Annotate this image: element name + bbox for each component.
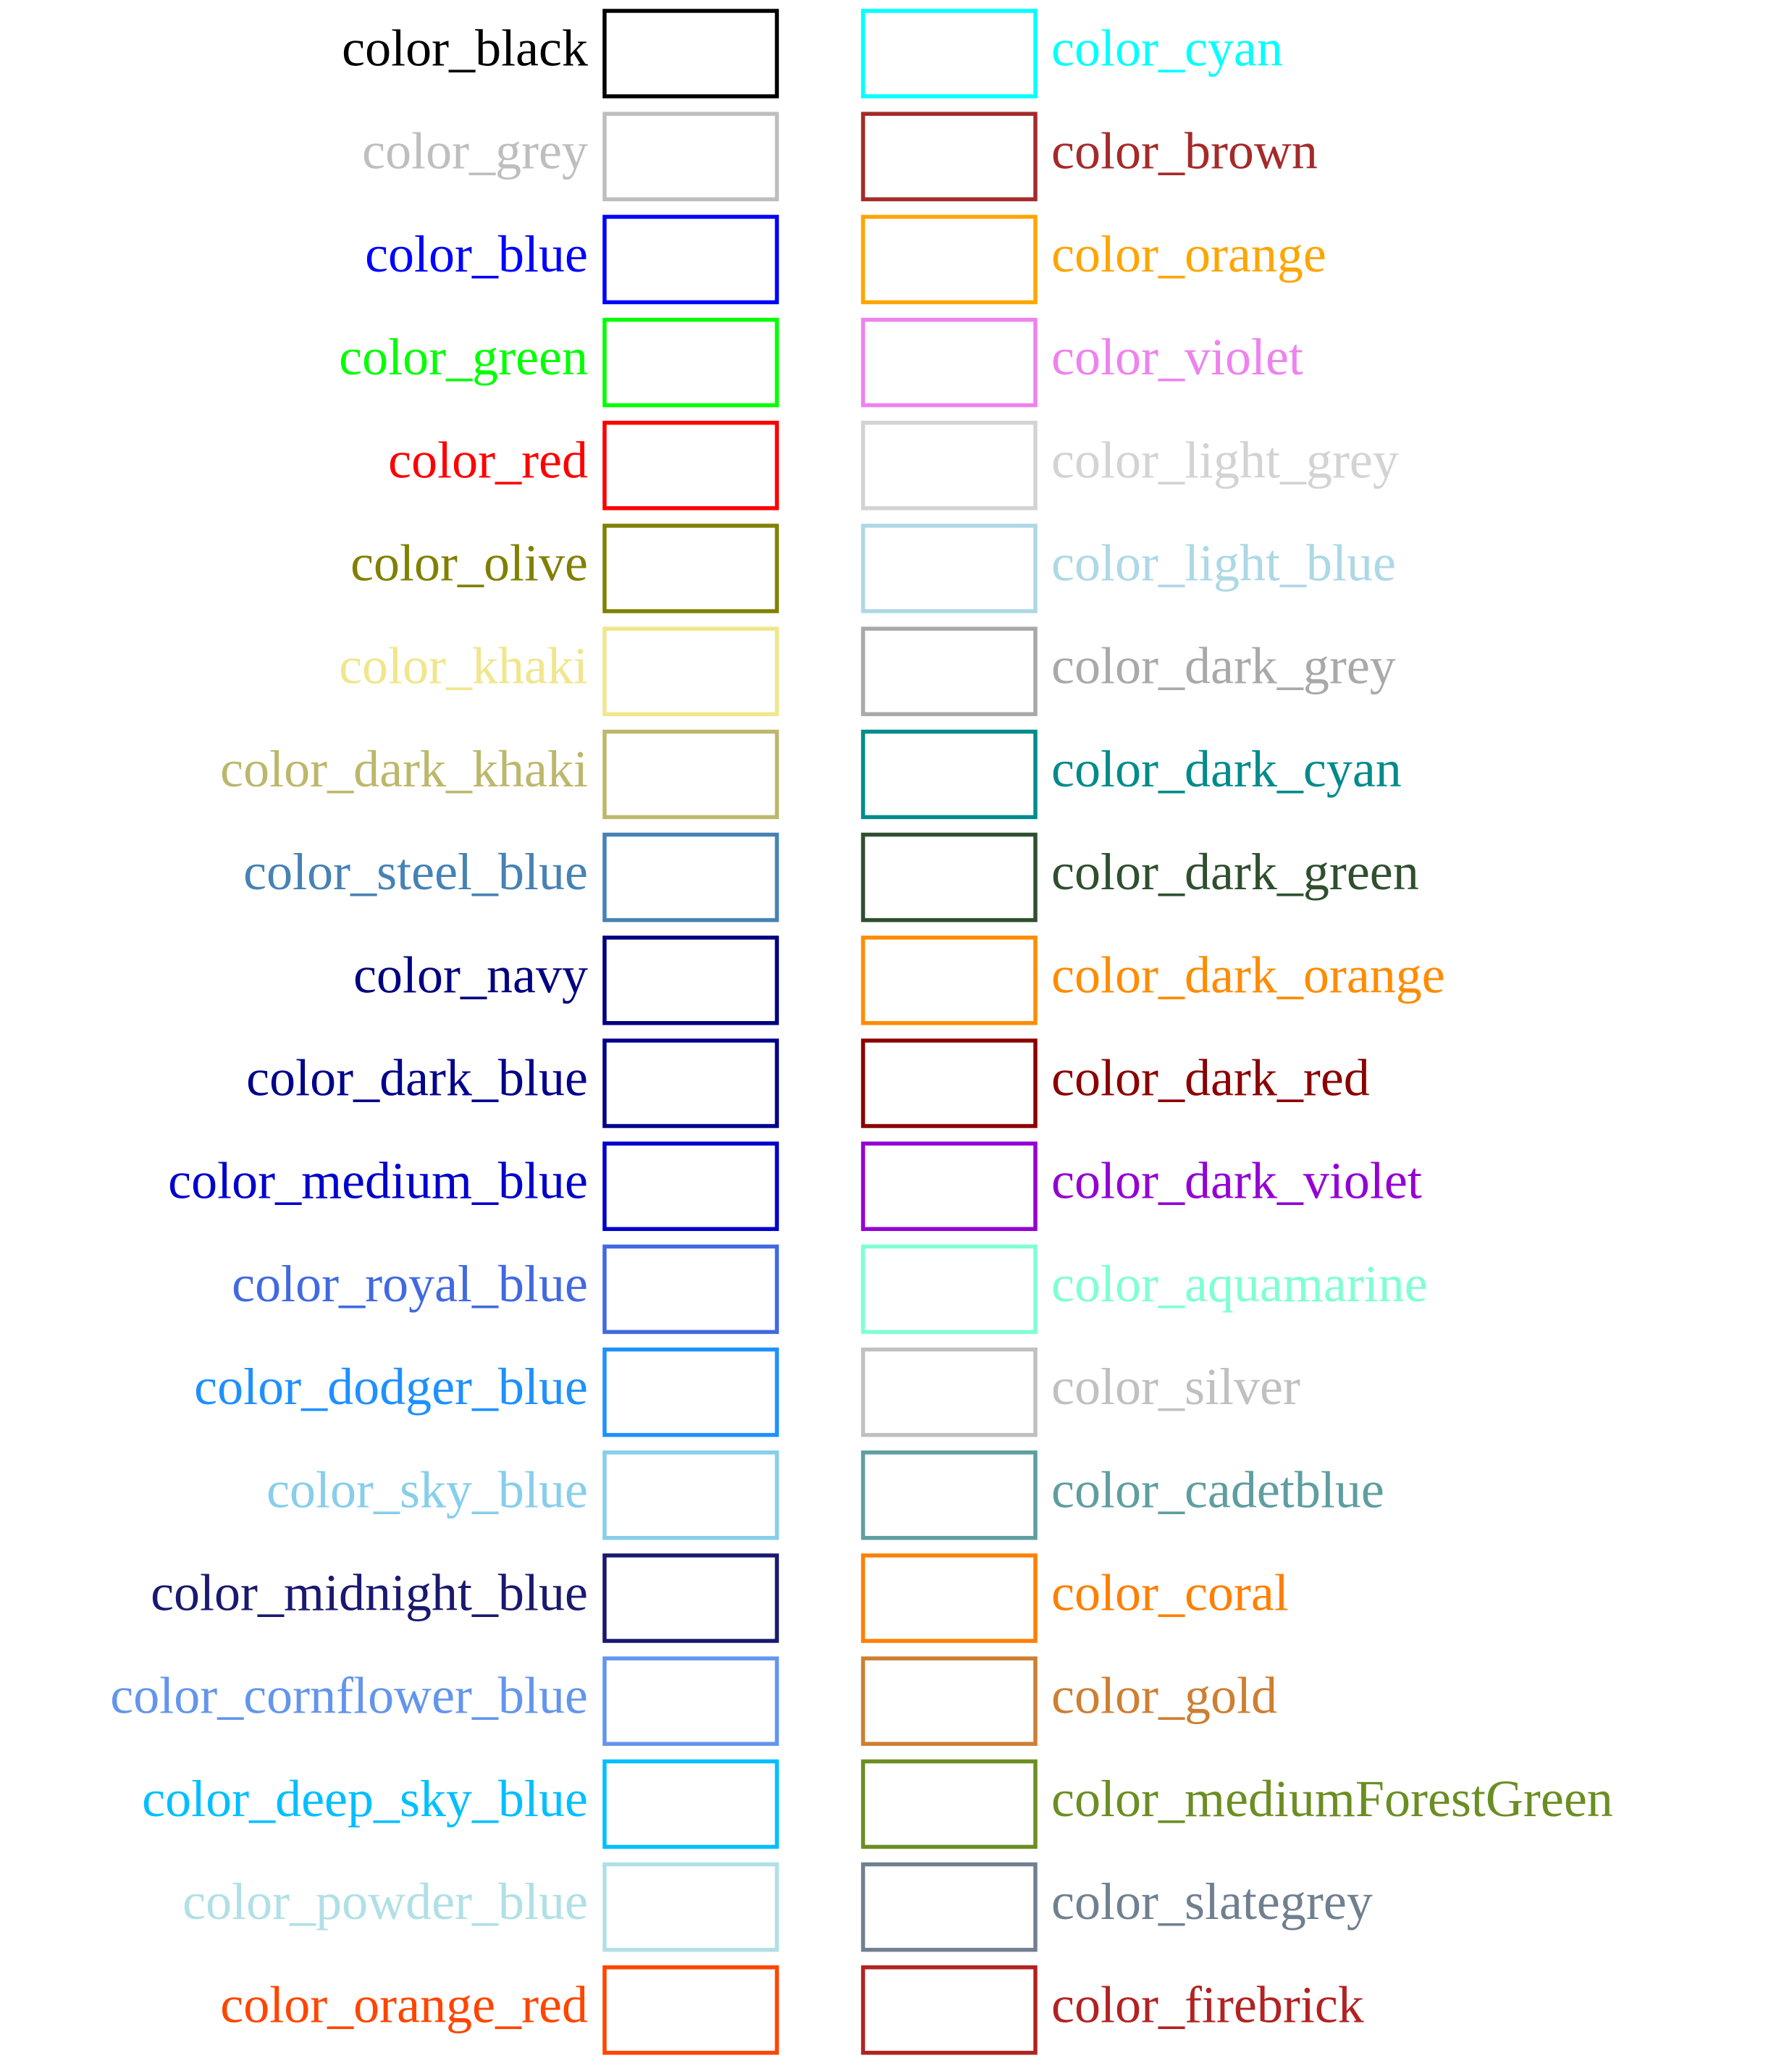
color-swatch [602, 214, 779, 305]
color-swatch [602, 1244, 779, 1335]
color-swatch [861, 524, 1038, 613]
color-swatch [602, 936, 779, 1025]
color-label: color_slategrey [1051, 1873, 1373, 1931]
color-swatch [602, 626, 779, 716]
color-swatch [861, 1038, 1038, 1128]
color-swatch [861, 1450, 1038, 1540]
color-label: color_khaki [339, 637, 588, 695]
color-label: color_dark_blue [246, 1049, 588, 1107]
color-swatch [861, 1553, 1038, 1643]
color-swatch [602, 317, 779, 408]
color-swatch [602, 729, 779, 820]
color-label: color_powder_blue [182, 1873, 588, 1931]
color-swatch [861, 1244, 1038, 1335]
color-swatch [602, 1141, 779, 1231]
color-swatch [602, 1965, 779, 2055]
color-swatch [861, 1965, 1038, 2055]
color-label: color_steel_blue [243, 843, 588, 901]
color-label: color_cornflower_blue [110, 1667, 588, 1725]
color-label: color_dark_cyan [1051, 740, 1402, 798]
color-swatch [602, 1759, 779, 1849]
color-swatch [602, 421, 779, 511]
color-swatch [861, 9, 1038, 98]
color-swatch [861, 1862, 1038, 1952]
color-label: color_grey [362, 122, 588, 180]
color-label: color_light_grey [1051, 431, 1399, 489]
color-swatch [602, 524, 779, 613]
color-label: color_dark_green [1051, 843, 1419, 901]
color-swatch [602, 1347, 779, 1437]
color-label: color_cyan [1051, 20, 1283, 77]
color-swatch [602, 1038, 779, 1128]
color-label: color_deep_sky_blue [142, 1770, 588, 1828]
color-swatch [602, 1450, 779, 1540]
color-swatch [861, 626, 1038, 716]
color-swatch [861, 1347, 1038, 1437]
color-label: color_orange [1051, 225, 1326, 283]
color-label: color_gold [1051, 1667, 1277, 1725]
color-swatch [602, 9, 779, 98]
color-label: color_brown [1051, 122, 1318, 180]
color-label: color_cadetblue [1051, 1461, 1384, 1519]
color-label: color_dark_red [1051, 1049, 1370, 1107]
color-label: color_dodger_blue [194, 1358, 588, 1416]
color-swatch [861, 421, 1038, 511]
color-label: color_dark_khaki [220, 740, 588, 798]
color-label: color_firebrick [1051, 1975, 1364, 2033]
color-swatch [861, 1141, 1038, 1231]
color-swatch [861, 1759, 1038, 1849]
color-label: color_olive [350, 534, 588, 592]
color-label: color_red [388, 431, 588, 489]
color-label: color_violet [1051, 328, 1303, 386]
color-label: color_black [342, 20, 588, 77]
color-label: color_dark_orange [1051, 946, 1445, 1004]
color-label: color_aquamarine [1051, 1255, 1428, 1313]
color-label: color_navy [353, 946, 588, 1004]
color-swatch [602, 1553, 779, 1643]
color-label: color_orange_red [220, 1975, 588, 2033]
color-swatch [861, 112, 1038, 201]
color-swatch [861, 214, 1038, 305]
color-label: color_light_blue [1051, 534, 1396, 592]
color-swatch [602, 1862, 779, 1952]
color-swatch [861, 1656, 1038, 1746]
color-label: color_silver [1051, 1358, 1300, 1416]
color-swatch [861, 317, 1038, 408]
color-label: color_sky_blue [266, 1461, 588, 1519]
color-label: color_green [339, 328, 588, 386]
color-label: color_dark_violet [1051, 1152, 1422, 1210]
color-label: color_blue [365, 225, 588, 283]
color-swatch [602, 1656, 779, 1746]
color-swatch [602, 832, 779, 923]
color-swatch [861, 729, 1038, 820]
color-label: color_medium_blue [168, 1152, 588, 1210]
color-label: color_midnight_blue [151, 1564, 588, 1622]
color-swatch [861, 936, 1038, 1025]
color-swatch [602, 112, 779, 201]
color-label: color_royal_blue [232, 1255, 588, 1313]
color-swatch [861, 832, 1038, 923]
color-label: color_coral [1051, 1564, 1289, 1622]
color-label: color_dark_grey [1051, 637, 1396, 695]
color-label: color_mediumForestGreen [1051, 1770, 1613, 1828]
